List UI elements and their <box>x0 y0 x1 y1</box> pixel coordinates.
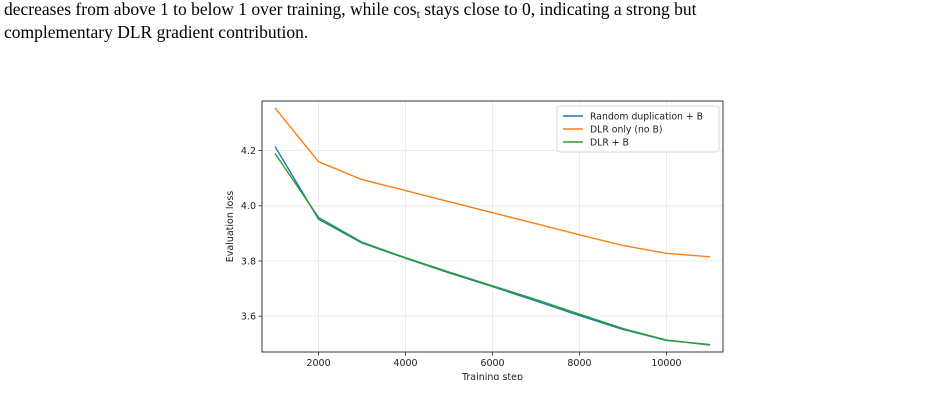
y-axis-label: Evaluation loss <box>225 191 236 263</box>
cos-subscript: t <box>416 7 420 21</box>
y-tick-label: 4.0 <box>241 201 256 212</box>
y-tick-label: 4.2 <box>241 146 256 157</box>
x-tick-label: 10000 <box>651 358 681 369</box>
x-tick-label: 6000 <box>480 358 504 369</box>
y-tick-label: 3.6 <box>241 311 256 322</box>
loss-chart: 2000 4000 6000 8000 10000 3.6 3.8 4.0 4.2 Traini… <box>225 100 724 380</box>
line1-text-a: decreases from above 1 to below 1 over t… <box>4 0 417 19</box>
ticks: 2000 4000 6000 8000 10000 3.6 3.8 4.0 4.2 <box>241 146 682 369</box>
y-tick-label: 3.8 <box>241 256 256 267</box>
legend-label: DLR only (no B) <box>590 124 663 135</box>
legend-label: Random duplication + B <box>590 111 703 122</box>
line1-text-b: stays close to 0, indicating a strong bu… <box>419 0 697 19</box>
paragraph-line-1: decreases from above 1 to below 1 over t… <box>4 0 696 22</box>
legend-label: DLR + B <box>590 137 629 148</box>
x-tick-label: 4000 <box>393 358 417 369</box>
paragraph-line-2: complementary DLR gradient contribution. <box>4 22 309 42</box>
x-tick-label: 8000 <box>567 358 591 369</box>
series-lines <box>274 107 711 346</box>
legend: Random duplication + B DLR only (no B) DLR… <box>556 105 720 153</box>
x-tick-label: 2000 <box>306 358 330 369</box>
series-line-3 <box>274 153 711 346</box>
grid <box>262 101 723 352</box>
legend-box <box>556 105 720 153</box>
x-axis-label: Training step <box>461 372 523 380</box>
series-line-2 <box>274 107 711 258</box>
